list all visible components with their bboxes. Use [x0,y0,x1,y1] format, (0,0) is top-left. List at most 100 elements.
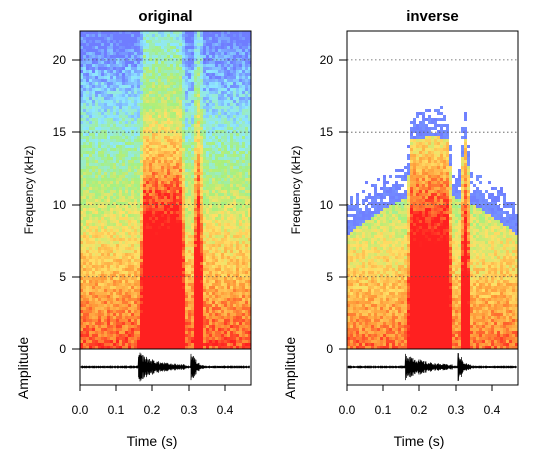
spectrogram-cell [203,94,206,97]
spectrogram-cell [80,85,83,88]
spectrogram-cell [122,235,125,238]
spectrogram-cell [230,262,233,265]
spectrogram-cell [152,268,155,271]
spectrogram-cell [212,121,215,124]
spectrogram-cell [230,220,233,223]
spectrogram-cell [173,136,176,139]
spectrogram-cell [218,58,221,61]
spectrogram-cell [155,289,158,292]
spectrogram-cell [164,154,167,157]
spectrogram-cell [215,220,218,223]
spectrogram-cell [248,241,251,244]
spectrogram-cell [137,70,140,73]
spectrogram-cell [179,217,182,220]
spectrogram-cell [104,220,107,223]
spectrogram-cell [185,106,188,109]
spectrogram-cell [92,64,95,67]
spectrogram-cell [191,163,194,166]
spectrogram-cell [179,40,182,43]
spectrogram-cell [146,124,149,127]
spectrogram-cell [104,94,107,97]
spectrogram-cell [158,124,161,127]
spectrogram-cell [242,211,245,214]
spectrogram-cell [125,127,128,130]
spectrogram-cell [215,202,218,205]
spectrogram-cell [182,187,185,190]
spectrogram-cell [140,31,143,34]
spectrogram-cell [155,163,158,166]
spectrogram-cell [218,238,221,241]
spectrogram-cell [182,100,185,103]
spectrogram-cell [80,112,83,115]
spectrogram-cell [158,55,161,58]
spectrogram-cell [218,124,221,127]
spectrogram-cell [182,49,185,52]
spectrogram-cell [191,160,194,163]
spectrogram-cell [131,196,134,199]
spectrogram-cell [242,73,245,76]
spectrogram-cell [80,181,83,184]
spectrogram-cell [83,253,86,256]
spectrogram-cell [86,235,89,238]
spectrogram-cell [215,58,218,61]
spectrogram-cell [143,145,146,148]
spectrogram-cell [236,79,239,82]
spectrogram-cell [170,118,173,121]
spectrogram-cell [146,220,149,223]
spectrogram-cell [245,172,248,175]
spectrogram-cell [242,58,245,61]
spectrogram-cell [209,91,212,94]
spectrogram-cell [230,277,233,280]
spectrogram-cell [179,241,182,244]
spectrogram-cell [236,175,239,178]
spectrogram-cell [122,67,125,70]
spectrogram-cell [107,196,110,199]
spectrogram-cell [113,76,116,79]
spectrogram-cell [89,55,92,58]
spectrogram-cell [188,31,191,34]
spectrogram-cell [170,115,173,118]
spectrogram-cell [143,181,146,184]
spectrogram-cell [224,118,227,121]
spectrogram-cell [125,154,128,157]
spectrogram-cell [146,52,149,55]
spectrogram-cell [191,31,194,34]
spectrogram-cell [230,280,233,283]
spectrogram-cell [170,103,173,106]
spectrogram-cell [143,118,146,121]
spectrogram-cell [86,130,89,133]
spectrogram-cell [197,286,200,289]
spectrogram-cell [212,115,215,118]
spectrogram-cell [203,70,206,73]
spectrogram-cell [215,100,218,103]
spectrogram-cell [239,277,242,280]
spectrogram-cell [248,142,251,145]
spectrogram-cell [152,181,155,184]
spectrogram-cell [104,124,107,127]
spectrogram-cell [104,226,107,229]
spectrogram-cell [140,34,143,37]
spectrogram-cell [98,211,101,214]
spectrogram-cell [191,259,194,262]
spectrogram-cell [236,145,239,148]
spectrogram-cell [164,175,167,178]
spectrogram-cell [203,256,206,259]
spectrogram-cell [140,208,143,211]
spectrogram-cell [239,136,242,139]
spectrogram-cell [143,250,146,253]
spectrogram-cell [101,277,104,280]
spectrogram-cell [110,208,113,211]
spectrogram-cell [209,151,212,154]
spectrogram-cell [152,88,155,91]
spectrogram-cell [143,79,146,82]
spectrogram-cell [212,262,215,265]
spectrogram-cell [173,37,176,40]
spectrogram-cell [113,211,116,214]
spectrogram-cell [125,106,128,109]
spectrogram-cell [131,133,134,136]
spectrogram-cell [140,112,143,115]
spectrogram-cell [230,202,233,205]
spectrogram-cell [155,226,158,229]
spectrogram-cell [194,268,197,271]
spectrogram-cell [119,199,122,202]
